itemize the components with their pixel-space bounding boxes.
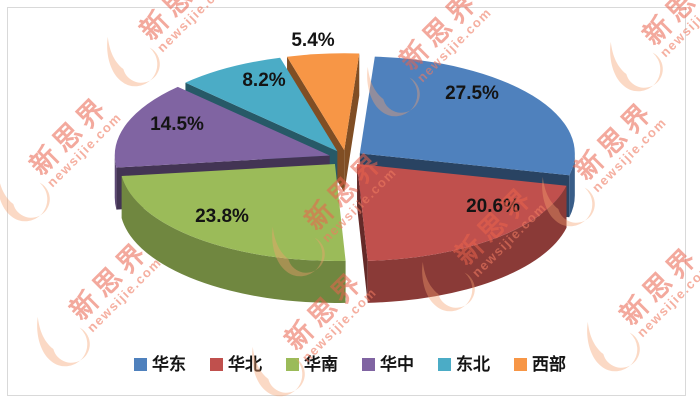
legend-item-2: 华北 [210,356,262,373]
pie-slice-2 [357,163,567,261]
legend-swatch-icon [210,358,223,371]
legend-label: 华中 [380,355,414,374]
pie-slice-5 [185,57,338,152]
pie-slice-6 [287,53,360,151]
pie-slice-1 [359,56,575,176]
legend-swatch-icon [286,358,299,371]
pie-slice-4 [114,86,330,168]
legend-swatch-icon [362,358,375,371]
pie-slice-2-rim [367,185,567,303]
legend-label: 东北 [456,355,490,374]
legend-item-5: 东北 [438,356,490,373]
pie-slice-6-side [344,53,360,193]
slice-label-5: 8.2% [242,70,285,91]
legend-item-1: 华东 [134,356,186,373]
slice-label-2: 20.6% [466,196,520,217]
legend-label: 华南 [304,355,338,374]
pie-slice-4-rim [114,155,117,210]
slice-label-3: 23.8% [195,206,249,227]
legend-swatch-icon [514,358,527,371]
slice-label-1: 27.5% [445,83,499,104]
slice-label-4: 14.5% [150,114,204,135]
legend-label: 西部 [532,355,566,374]
legend-swatch-icon [134,358,147,371]
legend-label: 华北 [228,355,262,374]
slice-label-6: 5.4% [291,30,334,51]
pie-chart-3d: 27.5% 20.6% 23.8% 14.5% 8.2% 5.4% [114,30,575,303]
legend-item-6: 西部 [514,356,566,373]
legend-label: 华东 [152,355,186,374]
pie-slice-3-rim [121,176,346,303]
pie-slice-3 [121,163,346,261]
pie-slice-1-rim [569,153,575,218]
legend-item-4: 华中 [362,356,414,373]
pie-slice-2-side [357,163,368,303]
legend-swatch-icon [438,358,451,371]
chart-legend: 华东 华北 华南 华中 东北 西部 [0,356,700,373]
legend-item-3: 华南 [286,356,338,373]
